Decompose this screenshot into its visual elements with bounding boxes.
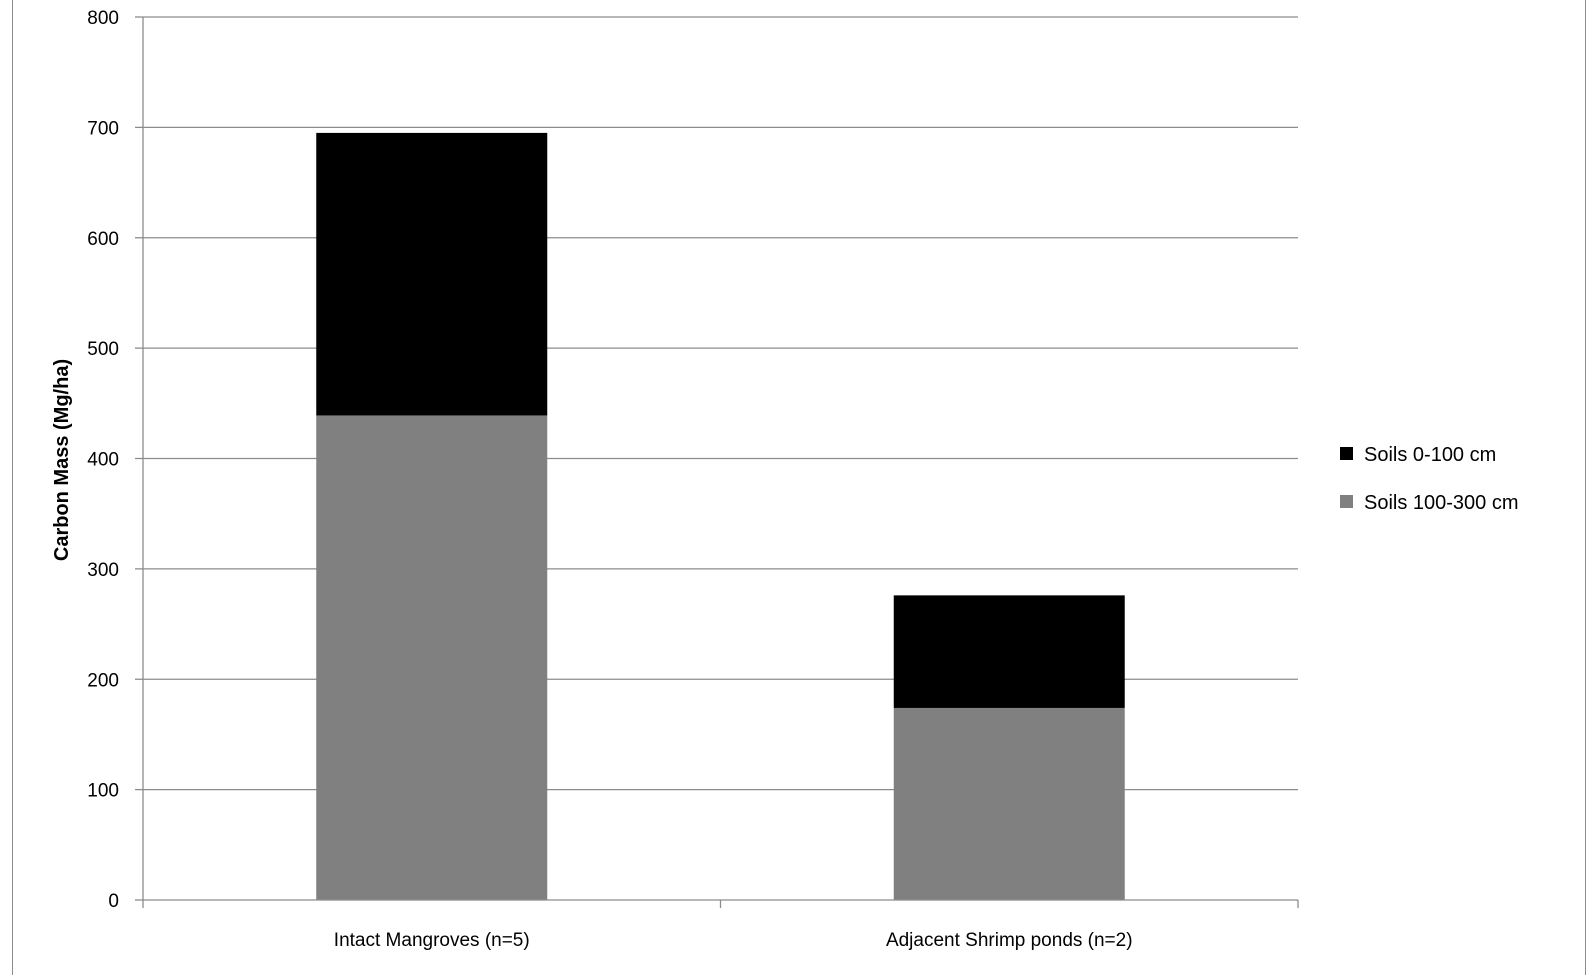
y-tick-label: 800: [87, 8, 119, 29]
y-tick-label: 700: [87, 118, 119, 139]
gridlines: [143, 16, 1298, 791]
x-tick-label: Intact Mangroves (n=5): [334, 930, 530, 951]
y-tick-label: 200: [87, 670, 119, 691]
legend: Soils 0-100 cm Soils 100-300 cm: [1340, 444, 1519, 514]
y-tick-label: 300: [87, 560, 119, 581]
legend-label: Soils 100-300 cm: [1364, 492, 1519, 514]
y-tick-label: 600: [87, 229, 119, 250]
chart-frame: [12, 0, 1586, 975]
y-tick-label: 400: [87, 450, 119, 471]
y-tick-label: 0: [108, 891, 119, 912]
legend-swatch: [1340, 495, 1353, 508]
bar-segment: [893, 707, 1125, 900]
axes: [135, 16, 1299, 908]
y-tick-labels: 0 100 200 300 400 500 600 700 800: [87, 8, 119, 912]
y-axis-label: Carbon Mass (Mg/ha): [51, 359, 73, 561]
bar-segment: [893, 595, 1125, 708]
y-tick-label: 500: [87, 339, 119, 360]
y-tick-label: 100: [87, 781, 119, 802]
bar-segment: [316, 132, 548, 416]
legend-label: Soils 0-100 cm: [1364, 444, 1496, 466]
x-tick-labels: Intact Mangroves (n=5) Adjacent Shrimp po…: [334, 930, 1133, 951]
legend-swatch: [1340, 447, 1353, 460]
bar-segment: [316, 415, 548, 900]
bars: [316, 132, 1125, 900]
x-tick-label: Adjacent Shrimp ponds (n=2): [886, 930, 1133, 951]
